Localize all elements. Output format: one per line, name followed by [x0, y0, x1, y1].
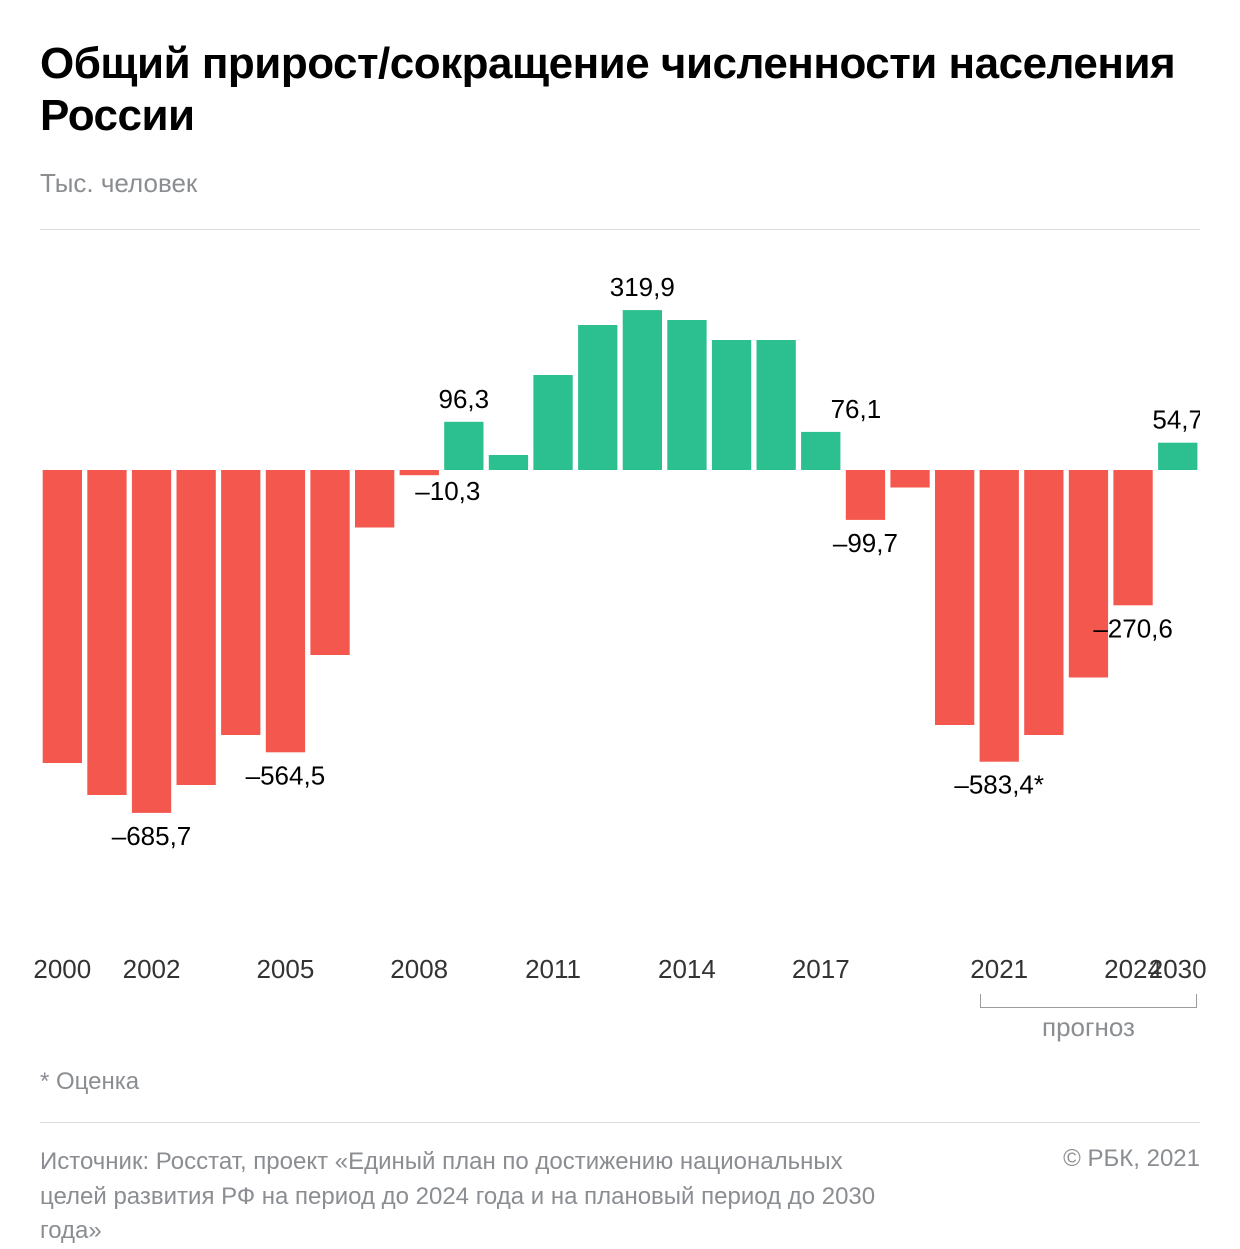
bar [1069, 470, 1108, 678]
value-label: –583,4* [954, 770, 1044, 800]
bar [980, 470, 1019, 762]
x-axis-tick: 2030 [1149, 954, 1207, 985]
x-axis-tick: 2014 [658, 954, 716, 985]
bar [533, 375, 572, 470]
value-label: 54,7 [1152, 405, 1200, 435]
bar [132, 470, 171, 813]
chart-footer: Источник: Росстат, проект «Единый план п… [40, 1123, 1200, 1249]
bar [489, 455, 528, 470]
bar [177, 470, 216, 785]
forecast-bracket-row: прогноз [40, 988, 1200, 1048]
bar [310, 470, 349, 655]
bar [444, 422, 483, 470]
bar [266, 470, 305, 752]
x-axis-tick: 2008 [390, 954, 448, 985]
copyright-text: © РБК, 2021 [1063, 1145, 1200, 1173]
chart-title: Общий прирост/сокращение численности нас… [40, 38, 1200, 142]
bar [1113, 470, 1152, 605]
bar [890, 470, 929, 488]
bar [757, 340, 796, 470]
bar [801, 432, 840, 470]
bar [221, 470, 260, 735]
x-axis-tick: 2021 [970, 954, 1028, 985]
bar [935, 470, 974, 725]
bar [578, 325, 617, 470]
bar [846, 470, 885, 520]
bar [400, 470, 439, 475]
value-label: –564,5 [246, 760, 326, 790]
chart-area: –685,7 –564,5 –10,3 96,3 319,9 76,1 –99,7 –583,… [40, 230, 1200, 950]
estimate-note: * Оценка [40, 1068, 1200, 1096]
forecast-bracket [980, 994, 1198, 1008]
forecast-label: прогноз [1042, 1012, 1135, 1043]
bar [43, 470, 82, 763]
value-label: 319,9 [610, 272, 675, 302]
bar [1158, 443, 1197, 470]
chart-subtitle: Тыс. человек [40, 168, 1200, 199]
x-axis-tick: 2005 [256, 954, 314, 985]
source-text: Источник: Росстат, проект «Единый план п… [40, 1145, 880, 1249]
value-label: 76,1 [831, 394, 882, 424]
bar [667, 320, 706, 470]
bar [712, 340, 751, 470]
value-label: –270,6 [1093, 613, 1173, 643]
x-axis-tick: 2017 [792, 954, 850, 985]
value-label: –10,3 [415, 476, 480, 506]
bar [355, 470, 394, 528]
bar-chart-svg: –685,7 –564,5 –10,3 96,3 319,9 76,1 –99,7 –583,… [40, 230, 1200, 910]
value-label: 96,3 [438, 384, 489, 414]
x-axis-tick: 2002 [123, 954, 181, 985]
x-axis-labels: 2000200220052008201120142017202120242030 [40, 954, 1200, 988]
bar [87, 470, 126, 795]
x-axis-tick: 2011 [525, 954, 581, 985]
bar [623, 310, 662, 470]
value-label: –685,7 [112, 821, 192, 851]
bar [1024, 470, 1063, 735]
value-label: –99,7 [833, 528, 898, 558]
x-axis-tick: 2000 [33, 954, 91, 985]
